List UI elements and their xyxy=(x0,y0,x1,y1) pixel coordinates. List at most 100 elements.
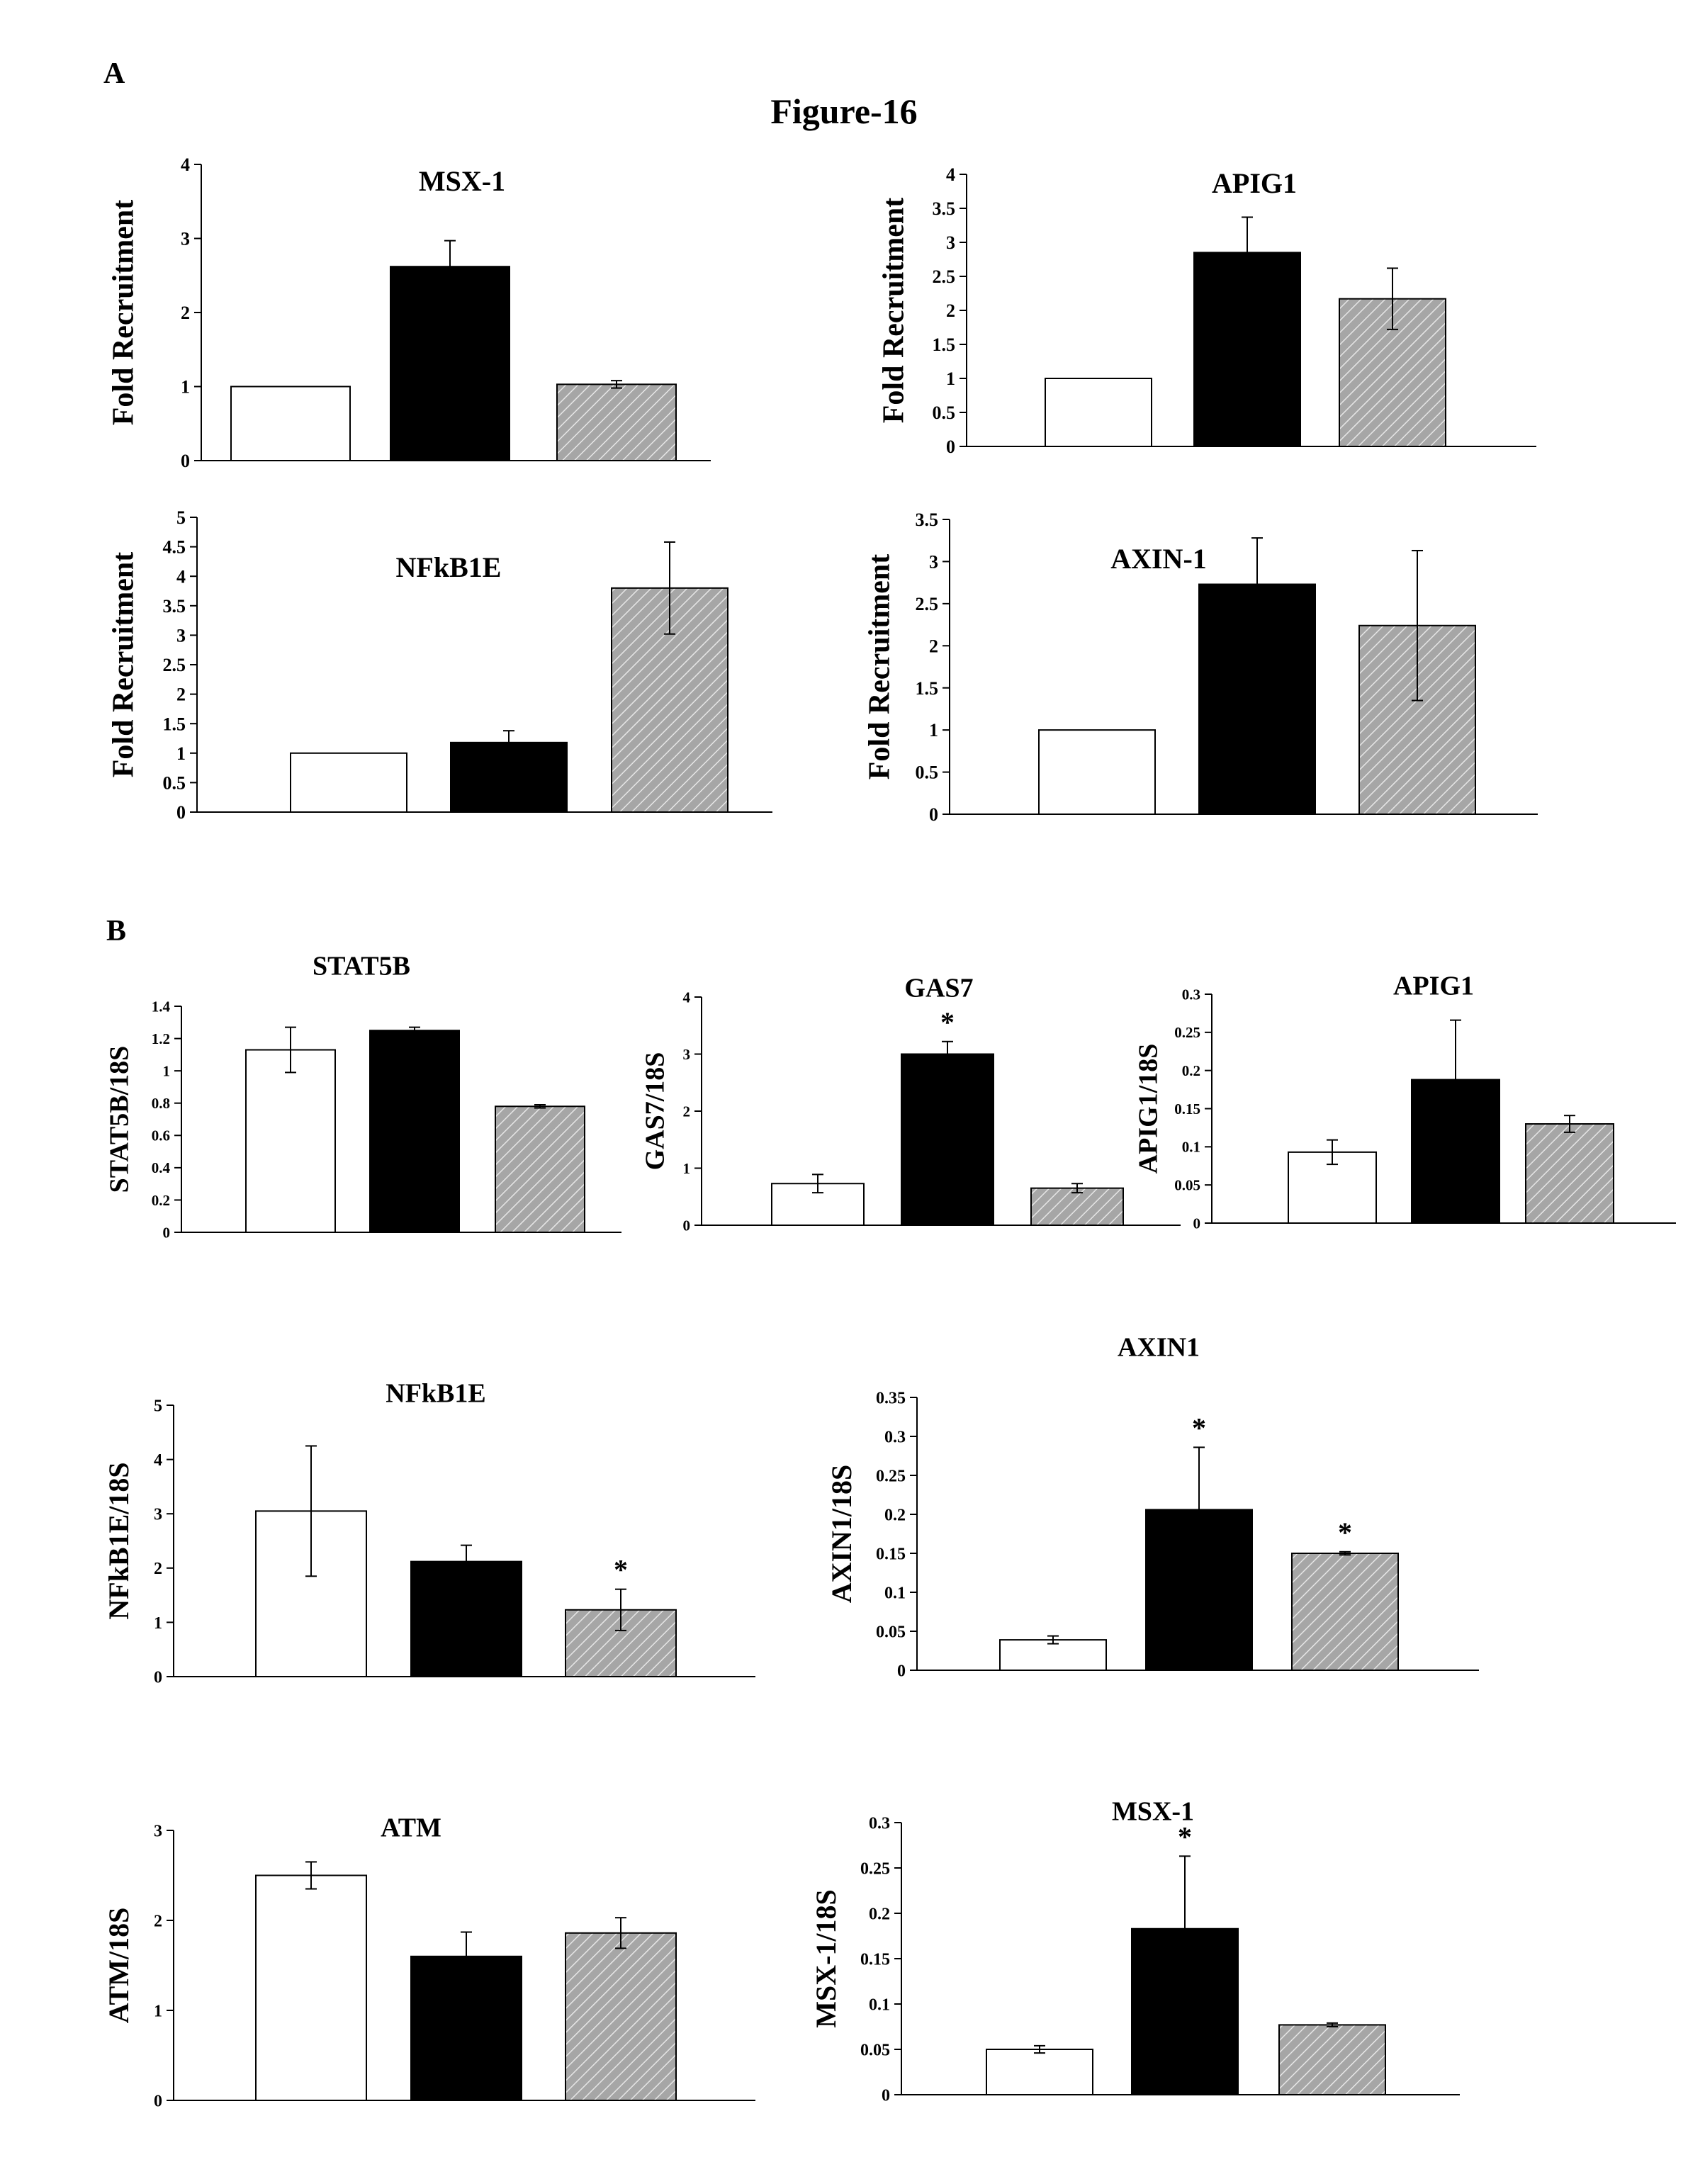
b-nfkb1e-bar-2 xyxy=(411,1562,522,1677)
a-apig1-ytick-label: 2.5 xyxy=(933,266,956,287)
a-apig1-ytick-label: 2 xyxy=(946,300,955,321)
a-apig1-ytick-label: 1 xyxy=(946,368,955,389)
b-stat5b-ytick-label: 0.4 xyxy=(152,1159,171,1176)
b-msx1-ytick-label: 0.25 xyxy=(860,1859,890,1878)
b-apig1-bar-2 xyxy=(1412,1080,1499,1223)
b-stat5b-ytick-label: 1.4 xyxy=(152,998,171,1015)
a-nfkb1e-ytick-label: 1.5 xyxy=(163,714,186,734)
a-msx1-ytick-label: 1 xyxy=(181,377,190,398)
b-msx1-ytick-label: 0.05 xyxy=(860,2041,890,2059)
a-msx1-bar-2 xyxy=(390,266,510,461)
a-apig1-bar-1 xyxy=(1045,378,1152,446)
b-msx1-ytick-label: 0.1 xyxy=(869,1996,890,2014)
b-nfkb1e-title: NFkB1E xyxy=(386,1378,485,1408)
a-apig1-bar-2 xyxy=(1194,252,1300,446)
b-apig1-ytick-label: 0 xyxy=(1193,1215,1201,1232)
a-nfkb1e-ylabel: Fold Recruitment xyxy=(108,552,140,777)
b-nfkb1e-ytick-label: 1 xyxy=(154,1614,162,1633)
b-atm-ytick-label: 3 xyxy=(154,1822,162,1840)
a-msx1-ytick-label: 4 xyxy=(181,154,190,175)
b-axin1-ytick-label: 0.35 xyxy=(876,1389,906,1407)
b-axin1-significance-star-3: * xyxy=(1338,1516,1352,1548)
b-gas7-significance-star-2: * xyxy=(940,1006,955,1038)
a-apig1-ytick-label: 1.5 xyxy=(933,334,956,355)
a-axin1-ylabel: Fold Recruitment xyxy=(864,554,896,779)
b-stat5b-bar-3 xyxy=(495,1106,585,1232)
a-nfkb1e-ytick-label: 2 xyxy=(176,685,186,705)
b-stat5b-ylabel: STAT5B/18S xyxy=(105,1046,135,1193)
b-stat5b-bar-1 xyxy=(246,1050,335,1232)
b-axin1-ytick-label: 0.1 xyxy=(884,1584,906,1602)
a-msx1-bar-1 xyxy=(231,387,350,461)
a-apig1-ytick-label: 0.5 xyxy=(933,403,956,423)
b-stat5b-ytick-label: 0 xyxy=(163,1224,171,1241)
b-atm-title: ATM xyxy=(381,1813,441,1842)
a-axin1-ytick-label: 0.5 xyxy=(916,762,939,783)
b-msx1-ytick-label: 0 xyxy=(882,2086,890,2105)
b-apig1-ytick-label: 0.3 xyxy=(1182,986,1200,1003)
b-msx1-ytick-label: 0.3 xyxy=(869,1814,890,1833)
b-atm-ylabel: ATM/18S xyxy=(103,1908,135,2024)
b-axin1-ytick-label: 0.25 xyxy=(876,1467,906,1485)
b-gas7-ytick-label: 0 xyxy=(683,1217,691,1234)
a-nfkb1e-bar-1 xyxy=(291,753,407,812)
b-gas7-ytick-label: 2 xyxy=(683,1103,691,1120)
b-nfkb1e-ytick-label: 4 xyxy=(154,1451,162,1470)
b-axin1-ytick-label: 0.2 xyxy=(884,1506,906,1524)
a-nfkb1e-ytick-label: 3.5 xyxy=(163,596,186,617)
b-gas7-ytick-label: 1 xyxy=(683,1160,691,1177)
a-apig1-ylabel: Fold Recruitment xyxy=(878,198,911,423)
b-nfkb1e-ylabel: NFkB1E/18S xyxy=(103,1462,135,1619)
b-gas7-ytick-label: 3 xyxy=(683,1046,691,1063)
b-msx1-significance-star-2: * xyxy=(1178,1820,1192,1852)
b-stat5b-ytick-label: 0.6 xyxy=(152,1127,170,1144)
b-atm-bar-2 xyxy=(411,1957,522,2100)
b-apig1-ytick-label: 0.05 xyxy=(1174,1177,1200,1194)
a-nfkb1e-ytick-label: 4 xyxy=(176,566,186,587)
b-apig1-ytick-label: 0.15 xyxy=(1174,1101,1200,1118)
a-axin1-ytick-label: 3.5 xyxy=(916,510,939,530)
b-apig1-ytick-label: 0.1 xyxy=(1182,1139,1200,1156)
b-gas7-ytick-label: 4 xyxy=(683,989,691,1006)
a-apig1-ytick-label: 4 xyxy=(946,164,955,185)
a-apig1-title: APIG1 xyxy=(1212,167,1297,199)
a-axin1-ytick-label: 2 xyxy=(929,636,938,656)
b-stat5b-title: STAT5B xyxy=(313,951,410,981)
b-gas7-bar-2 xyxy=(901,1054,994,1226)
b-axin1-bar-3 xyxy=(1292,1553,1398,1670)
a-nfkb1e-ytick-label: 1 xyxy=(176,743,186,764)
a-msx1-ytick-label: 2 xyxy=(181,303,190,323)
b-atm-bar-1 xyxy=(256,1876,366,2101)
b-axin1-bar-2 xyxy=(1146,1509,1252,1670)
b-nfkb1e-ytick-label: 0 xyxy=(154,1668,162,1687)
b-axin1-ytick-label: 0 xyxy=(897,1662,906,1680)
a-axin1-bar-1 xyxy=(1039,730,1155,814)
b-msx1-bar-1 xyxy=(986,2049,1093,2095)
b-axin1-ytick-label: 0.05 xyxy=(876,1623,906,1641)
b-stat5b-ytick-label: 1.2 xyxy=(152,1030,170,1047)
b-axin1-ytick-label: 0.3 xyxy=(884,1428,906,1446)
a-msx1-ylabel: Fold Recruitment xyxy=(108,200,140,425)
a-nfkb1e-ytick-label: 5 xyxy=(176,507,186,528)
a-apig1-ytick-label: 3.5 xyxy=(933,198,956,219)
a-apig1-ytick-label: 0 xyxy=(946,437,955,457)
b-stat5b-ytick-label: 1 xyxy=(163,1062,171,1079)
b-atm-ytick-label: 0 xyxy=(154,2092,162,2110)
b-stat5b-bar-2 xyxy=(370,1030,459,1232)
b-nfkb1e-ytick-label: 3 xyxy=(154,1506,162,1524)
a-nfkb1e-ytick-label: 2.5 xyxy=(163,655,186,675)
a-nfkb1e-ytick-label: 3 xyxy=(176,626,186,646)
b-axin1-ylabel: AXIN1/18S xyxy=(826,1465,857,1604)
b-atm-ytick-label: 1 xyxy=(154,2002,162,2020)
a-axin1-ytick-label: 3 xyxy=(929,552,938,573)
a-msx1-title: MSX-1 xyxy=(419,165,505,197)
b-gas7-ylabel: GAS7/18S xyxy=(641,1052,670,1171)
a-nfkb1e-ytick-label: 0.5 xyxy=(163,773,186,794)
b-stat5b-ytick-label: 0.8 xyxy=(152,1095,170,1112)
b-stat5b-ytick-label: 0.2 xyxy=(152,1192,170,1209)
a-axin1-ytick-label: 1 xyxy=(929,720,938,741)
b-msx1-bar-3 xyxy=(1279,2025,1385,2095)
b-msx1-ytick-label: 0.2 xyxy=(869,1905,890,1923)
b-atm-ytick-label: 2 xyxy=(154,1912,162,1930)
